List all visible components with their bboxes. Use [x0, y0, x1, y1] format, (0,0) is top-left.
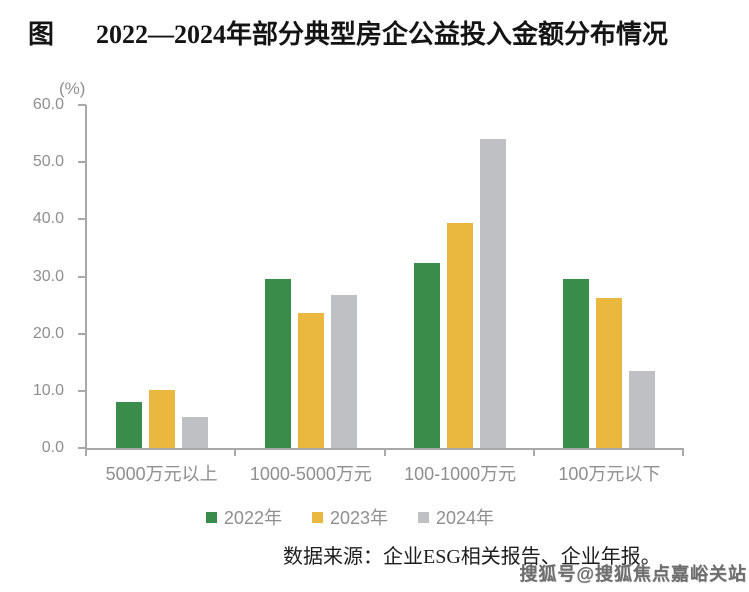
x-category-label-3: 100-1000万元	[404, 464, 517, 484]
bar-2022年-5000万元以上	[115, 402, 142, 448]
bar-2023年-100-1000万元	[447, 222, 474, 448]
y-tick-mark	[78, 161, 86, 164]
bar-2022年-1000-5000万元	[264, 279, 291, 448]
x-tick-mark	[234, 449, 237, 456]
bars-row	[87, 105, 684, 448]
legend-item-2024年: 2024年	[418, 504, 494, 530]
bar-group-4	[535, 105, 684, 448]
y-tick-label: 40.0	[32, 210, 64, 228]
watermark: 搜狐号@搜狐焦点嘉峪关站	[519, 564, 747, 584]
x-axis-labels: 5000万元以上 1000-5000万元 100-1000万元 100万元以下	[87, 460, 684, 486]
legend-item-2022年: 2022年	[205, 504, 282, 530]
y-tick-mark	[78, 275, 86, 278]
x-tick-mark	[383, 449, 386, 456]
y-tick-label: 60.0	[32, 96, 64, 113]
bar-group-1	[87, 105, 236, 448]
y-tick-mark	[78, 104, 86, 106]
chart-title-prefix: 图	[28, 20, 55, 49]
chart-title: 图 2022—2024年部分典型房企公益投入金额分布情况	[28, 14, 728, 51]
y-tick-mark	[78, 332, 86, 335]
legend-label-2022年: 2022年	[223, 508, 282, 528]
x-category-label-2: 1000-5000万元	[249, 464, 372, 484]
legend-swatch-2024年	[418, 511, 430, 523]
y-tick-label: 10.0	[32, 381, 64, 399]
y-tick-label: 0.0	[41, 439, 64, 456]
bar-2022年-100万元以下	[563, 279, 590, 448]
legend-item-2023年: 2023年	[311, 504, 389, 530]
bar-group-2	[236, 105, 385, 448]
bar-2023年-5000万元以上	[148, 389, 175, 448]
y-tick-label: 20.0	[32, 324, 64, 342]
bar-2024年-1000-5000万元	[330, 294, 357, 448]
y-tick-mark	[78, 447, 86, 449]
x-tick-mark	[85, 449, 87, 456]
legend-label-2023年: 2023年	[329, 508, 389, 528]
y-tick-label: 50.0	[32, 153, 64, 171]
bar-2022年-100-1000万元	[414, 262, 441, 448]
legend-swatch-2023年	[311, 511, 323, 523]
legend-swatch-2022年	[205, 511, 217, 523]
legend-label-2024年: 2024年	[436, 508, 495, 528]
x-category-label-4: 100万元以下	[558, 464, 661, 484]
y-tick-mark	[78, 218, 86, 221]
bar-2023年-1000-5000万元	[297, 313, 324, 448]
x-category-label-1: 5000万元以上	[105, 464, 218, 484]
y-tick-label: 30.0	[32, 267, 64, 285]
bar-2024年-100万元以下	[629, 371, 656, 448]
legend: 2022年 2023年 2024年	[0, 504, 700, 530]
bar-2023年-100万元以下	[596, 298, 623, 448]
x-tick-mark	[682, 449, 684, 456]
bar-2024年-5000万元以上	[181, 417, 208, 448]
bar-2024年-100-1000万元	[480, 139, 507, 448]
bar-group-3	[386, 105, 535, 448]
y-axis-unit-label: (%)	[59, 79, 86, 98]
chart-title-text: 2022—2024年部分典型房企公益投入金额分布情况	[96, 20, 669, 49]
y-tick-mark	[78, 389, 86, 392]
source-note: 数据来源：企业ESG相关报告、企业年报。	[283, 546, 661, 568]
x-tick-mark	[532, 449, 535, 456]
